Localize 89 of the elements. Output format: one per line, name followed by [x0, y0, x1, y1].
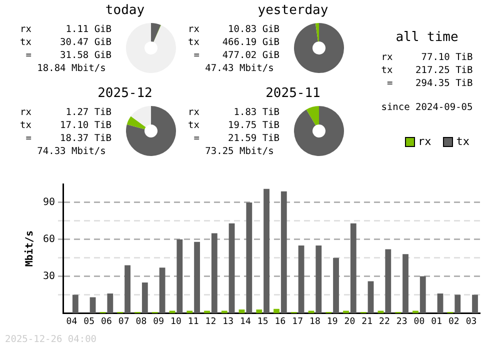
text: 18.84 Mbit/s — [36, 62, 107, 75]
y-axis-title: Mbit/s — [24, 230, 36, 267]
text: rx 77.10 TiB — [381, 51, 473, 64]
text: tx 217.25 TiB — [381, 64, 473, 77]
x-tick-label: 06 — [101, 316, 112, 327]
x-tick-label: 21 — [362, 316, 372, 327]
text: = 477.02 GiB — [192, 49, 281, 62]
text: 47.43 Mbit/s — [204, 62, 275, 75]
bar — [90, 297, 96, 314]
x-tick-label: 09 — [153, 316, 164, 327]
x-tick-label: 07 — [118, 316, 130, 327]
x-tick-label: 05 — [84, 316, 95, 327]
y-tick-label: 60 — [42, 234, 56, 245]
text: 74.33 Mbit/s — [36, 145, 107, 158]
bar — [412, 310, 418, 314]
x-tick-label: 04 — [66, 316, 78, 327]
y-tick-label: 30 — [42, 270, 56, 282]
text: rx 1.11 GiB — [20, 23, 113, 36]
bar — [256, 310, 262, 314]
bar — [221, 310, 228, 314]
bar — [194, 242, 200, 314]
chart-title: 2025-11 — [264, 86, 322, 103]
bar — [308, 310, 314, 314]
bar — [472, 294, 478, 314]
text: = 18.37 TiB — [24, 132, 113, 145]
bar — [420, 276, 426, 314]
x-tick-label: 00 — [414, 316, 425, 327]
x-tick-label: 08 — [136, 316, 147, 327]
bar — [454, 294, 461, 314]
bar — [316, 246, 322, 314]
chart-title: today — [104, 3, 146, 20]
bar — [385, 249, 392, 314]
text: = 21.59 TiB — [192, 132, 281, 145]
bar — [204, 310, 210, 314]
x-tick-label: 20 — [344, 316, 356, 327]
bar — [437, 294, 444, 314]
bar — [343, 310, 349, 314]
text: rx 1.27 TiB — [20, 106, 113, 119]
bar — [169, 310, 176, 314]
text: tx 19.75 TiB — [188, 119, 281, 132]
bar — [402, 254, 408, 314]
legend-label: rx — [418, 135, 432, 148]
x-tick-label: 18 — [310, 316, 320, 327]
bar — [124, 265, 130, 314]
text: = 31.58 GiB — [24, 49, 113, 62]
chart-title: yesterday — [256, 3, 330, 20]
x-tick-label: 11 — [188, 316, 199, 327]
bar — [211, 233, 218, 314]
bar — [264, 188, 270, 314]
x-tick-label: 19 — [326, 316, 338, 327]
text: 73.25 Mbit/s — [204, 145, 275, 158]
bar — [228, 223, 235, 314]
x-tick-label: 15 — [257, 316, 268, 327]
bar — [298, 246, 304, 314]
bar — [280, 191, 287, 314]
bar — [246, 202, 252, 314]
bar — [350, 223, 356, 314]
bar — [333, 258, 339, 314]
bar — [176, 239, 183, 314]
text: tx 17.10 TiB — [20, 119, 113, 132]
text: tx 466.19 GiB — [188, 36, 281, 49]
x-tick-label: 22 — [379, 316, 390, 327]
x-tick-label: 02 — [448, 316, 460, 327]
text: rx 10.83 GiB — [188, 23, 281, 36]
y-tick-label: 90 — [42, 197, 56, 208]
bar — [72, 294, 78, 314]
bar — [368, 281, 374, 314]
bar — [186, 310, 193, 314]
text: tx 30.47 GiB — [20, 36, 113, 49]
x-tick-label: 14 — [240, 316, 251, 327]
text: = 294.35 TiB — [386, 77, 473, 90]
x-tick-label: 03 — [466, 316, 477, 327]
x-tick-label: 13 — [222, 316, 234, 327]
bar — [159, 268, 166, 314]
text: all time — [394, 30, 460, 45]
x-tick-label: 16 — [274, 316, 286, 327]
chart-title: 2025-12 — [96, 86, 154, 103]
bar — [142, 282, 148, 314]
bar — [107, 294, 114, 314]
x-tick-label: 10 — [170, 316, 182, 327]
x-tick-label: 01 — [431, 316, 442, 327]
x-tick-label: 23 — [396, 316, 408, 327]
text: since 2024-09-05 — [380, 101, 474, 114]
text: rx 1.83 TiB — [188, 106, 281, 119]
bar — [274, 308, 280, 314]
bar — [378, 310, 384, 314]
legend-label: tx — [456, 135, 470, 148]
x-tick-label: 12 — [205, 316, 216, 327]
x-tick-label: 17 — [292, 316, 303, 327]
